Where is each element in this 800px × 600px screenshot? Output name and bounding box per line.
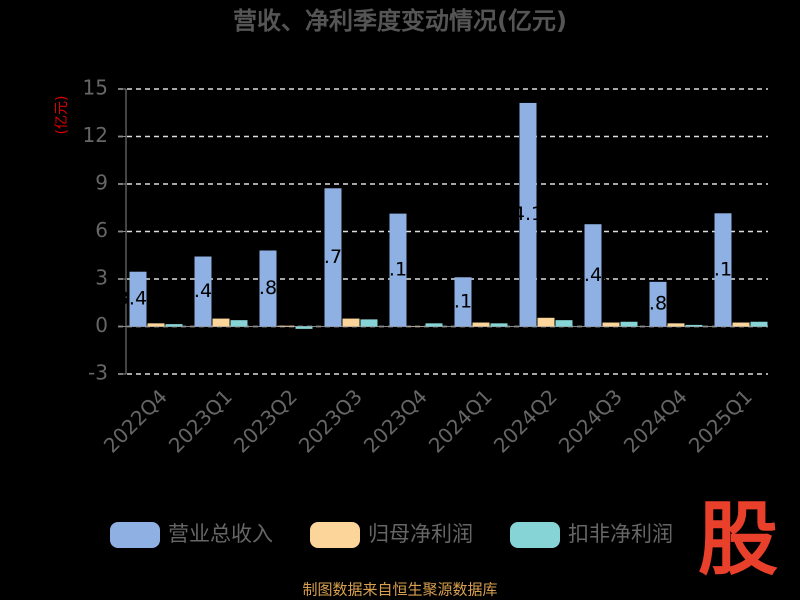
data-label: 3.46 bbox=[117, 288, 159, 310]
bar bbox=[147, 323, 165, 327]
bar bbox=[667, 323, 685, 327]
data-label: 7.15 bbox=[702, 258, 744, 280]
bar bbox=[165, 324, 183, 327]
legend-label: 归母净利润 bbox=[368, 522, 473, 546]
x-tick-label: 2025Q1 bbox=[684, 384, 757, 457]
x-tick-label: 2023Q3 bbox=[294, 384, 367, 457]
data-label: 7.13 bbox=[377, 259, 419, 281]
bar bbox=[324, 188, 342, 327]
y-tick-label: 0 bbox=[95, 313, 108, 337]
bar bbox=[555, 320, 573, 327]
legend-label: 扣非净利润 bbox=[568, 522, 673, 546]
logo: 股 bbox=[698, 493, 778, 586]
bar bbox=[649, 281, 667, 327]
bar bbox=[750, 321, 768, 327]
bar bbox=[519, 102, 537, 327]
bar bbox=[490, 323, 508, 327]
bar bbox=[259, 250, 277, 327]
legend-swatch bbox=[510, 522, 560, 548]
y-axis-label: (亿元) bbox=[54, 96, 70, 135]
x-tick-label: 2023Q1 bbox=[164, 384, 237, 457]
bar bbox=[277, 325, 295, 327]
legend-swatch bbox=[110, 522, 160, 548]
x-tick-label: 2024Q3 bbox=[554, 384, 627, 457]
bar bbox=[425, 323, 443, 327]
chart-title: 营收、净利季度变动情况(亿元) bbox=[233, 7, 567, 35]
data-label: 8.73 bbox=[312, 246, 354, 268]
bar bbox=[620, 321, 638, 327]
bar bbox=[454, 277, 472, 327]
y-tick-label: -3 bbox=[88, 361, 108, 385]
data-label: 14.12 bbox=[501, 203, 555, 225]
bar bbox=[212, 318, 230, 327]
x-tick-label: 2023Q4 bbox=[359, 384, 432, 457]
y-tick-label: 15 bbox=[83, 76, 108, 100]
data-label: 4.80 bbox=[247, 277, 289, 299]
bar bbox=[584, 224, 602, 327]
data-label: 6.46 bbox=[572, 264, 614, 286]
y-tick-label: 3 bbox=[95, 266, 108, 290]
data-label: 3.11 bbox=[442, 290, 484, 312]
x-tick-label: 2024Q2 bbox=[489, 384, 562, 457]
y-tick-label: 6 bbox=[95, 218, 108, 242]
bar bbox=[230, 320, 248, 327]
bar bbox=[194, 256, 212, 327]
x-tick-label: 2024Q1 bbox=[424, 384, 497, 457]
bar bbox=[342, 318, 360, 327]
footer: 制图数据来自恒生聚源数据库 bbox=[302, 581, 497, 599]
y-tick-label: 12 bbox=[83, 123, 108, 147]
legend-label: 营业总收入 bbox=[168, 522, 273, 546]
bar bbox=[537, 317, 555, 327]
bar bbox=[685, 324, 703, 327]
legend-swatch bbox=[310, 522, 360, 548]
bar bbox=[295, 326, 313, 329]
bar bbox=[360, 319, 378, 327]
bar bbox=[714, 213, 732, 327]
bar bbox=[129, 271, 147, 327]
data-label: 2.82 bbox=[637, 293, 679, 315]
bar bbox=[472, 322, 490, 327]
x-tick-label: 2023Q2 bbox=[229, 384, 302, 457]
x-tick-label: 2024Q4 bbox=[619, 384, 692, 457]
y-tick-label: 9 bbox=[95, 171, 108, 195]
bar bbox=[732, 322, 750, 327]
bar bbox=[389, 213, 407, 327]
bar bbox=[602, 322, 620, 327]
data-label: 4.42 bbox=[182, 280, 224, 302]
x-tick-label: 2022Q4 bbox=[99, 384, 172, 457]
